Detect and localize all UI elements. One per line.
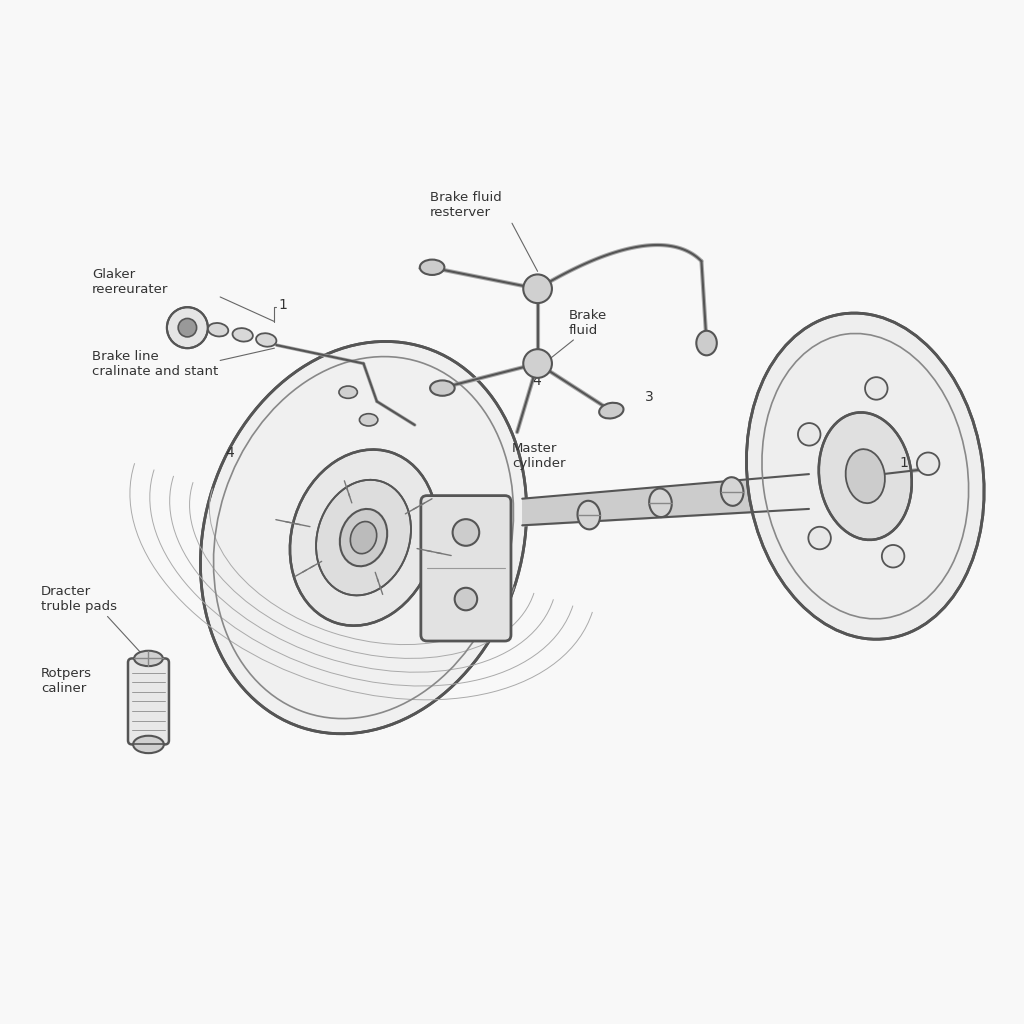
Text: 3: 3 (645, 390, 654, 404)
Ellipse shape (208, 323, 228, 337)
Ellipse shape (201, 341, 526, 734)
Ellipse shape (290, 450, 437, 626)
Text: 4: 4 (532, 374, 542, 388)
Ellipse shape (578, 501, 600, 529)
Ellipse shape (721, 477, 743, 506)
Circle shape (178, 318, 197, 337)
Text: Brake line
cralinate and stant: Brake line cralinate and stant (92, 349, 218, 378)
Ellipse shape (316, 480, 411, 595)
Text: Brake
fluid: Brake fluid (568, 308, 606, 337)
Ellipse shape (746, 313, 984, 639)
FancyBboxPatch shape (421, 496, 511, 641)
Ellipse shape (696, 331, 717, 355)
Circle shape (523, 274, 552, 303)
Ellipse shape (649, 488, 672, 517)
Ellipse shape (133, 735, 164, 754)
Text: 1: 1 (279, 298, 288, 312)
FancyBboxPatch shape (128, 658, 169, 744)
Text: Glaker
reereurater: Glaker reereurater (92, 267, 169, 296)
Ellipse shape (420, 260, 444, 274)
Text: Rotpers
caliner: Rotpers caliner (41, 667, 92, 695)
Text: Brake fluid
resterver: Brake fluid resterver (430, 190, 502, 219)
Ellipse shape (339, 386, 357, 398)
Ellipse shape (846, 450, 885, 503)
Circle shape (798, 423, 820, 445)
Ellipse shape (430, 381, 455, 395)
Text: Dracter
truble pads: Dracter truble pads (41, 585, 117, 613)
Circle shape (808, 526, 830, 549)
Ellipse shape (340, 509, 387, 566)
Ellipse shape (359, 414, 378, 426)
Ellipse shape (256, 333, 276, 347)
Text: 4: 4 (418, 261, 427, 275)
Circle shape (455, 588, 477, 610)
Ellipse shape (819, 413, 911, 540)
Text: Master
cylinder: Master cylinder (512, 441, 565, 470)
Circle shape (865, 377, 888, 399)
Ellipse shape (134, 651, 163, 667)
Ellipse shape (350, 521, 377, 554)
Circle shape (167, 307, 208, 348)
Circle shape (523, 349, 552, 378)
Text: 1: 1 (899, 456, 908, 470)
Text: 4: 4 (225, 445, 234, 460)
Circle shape (453, 519, 479, 546)
Ellipse shape (599, 402, 624, 419)
Ellipse shape (232, 328, 253, 342)
Circle shape (916, 453, 939, 475)
Circle shape (882, 545, 904, 567)
